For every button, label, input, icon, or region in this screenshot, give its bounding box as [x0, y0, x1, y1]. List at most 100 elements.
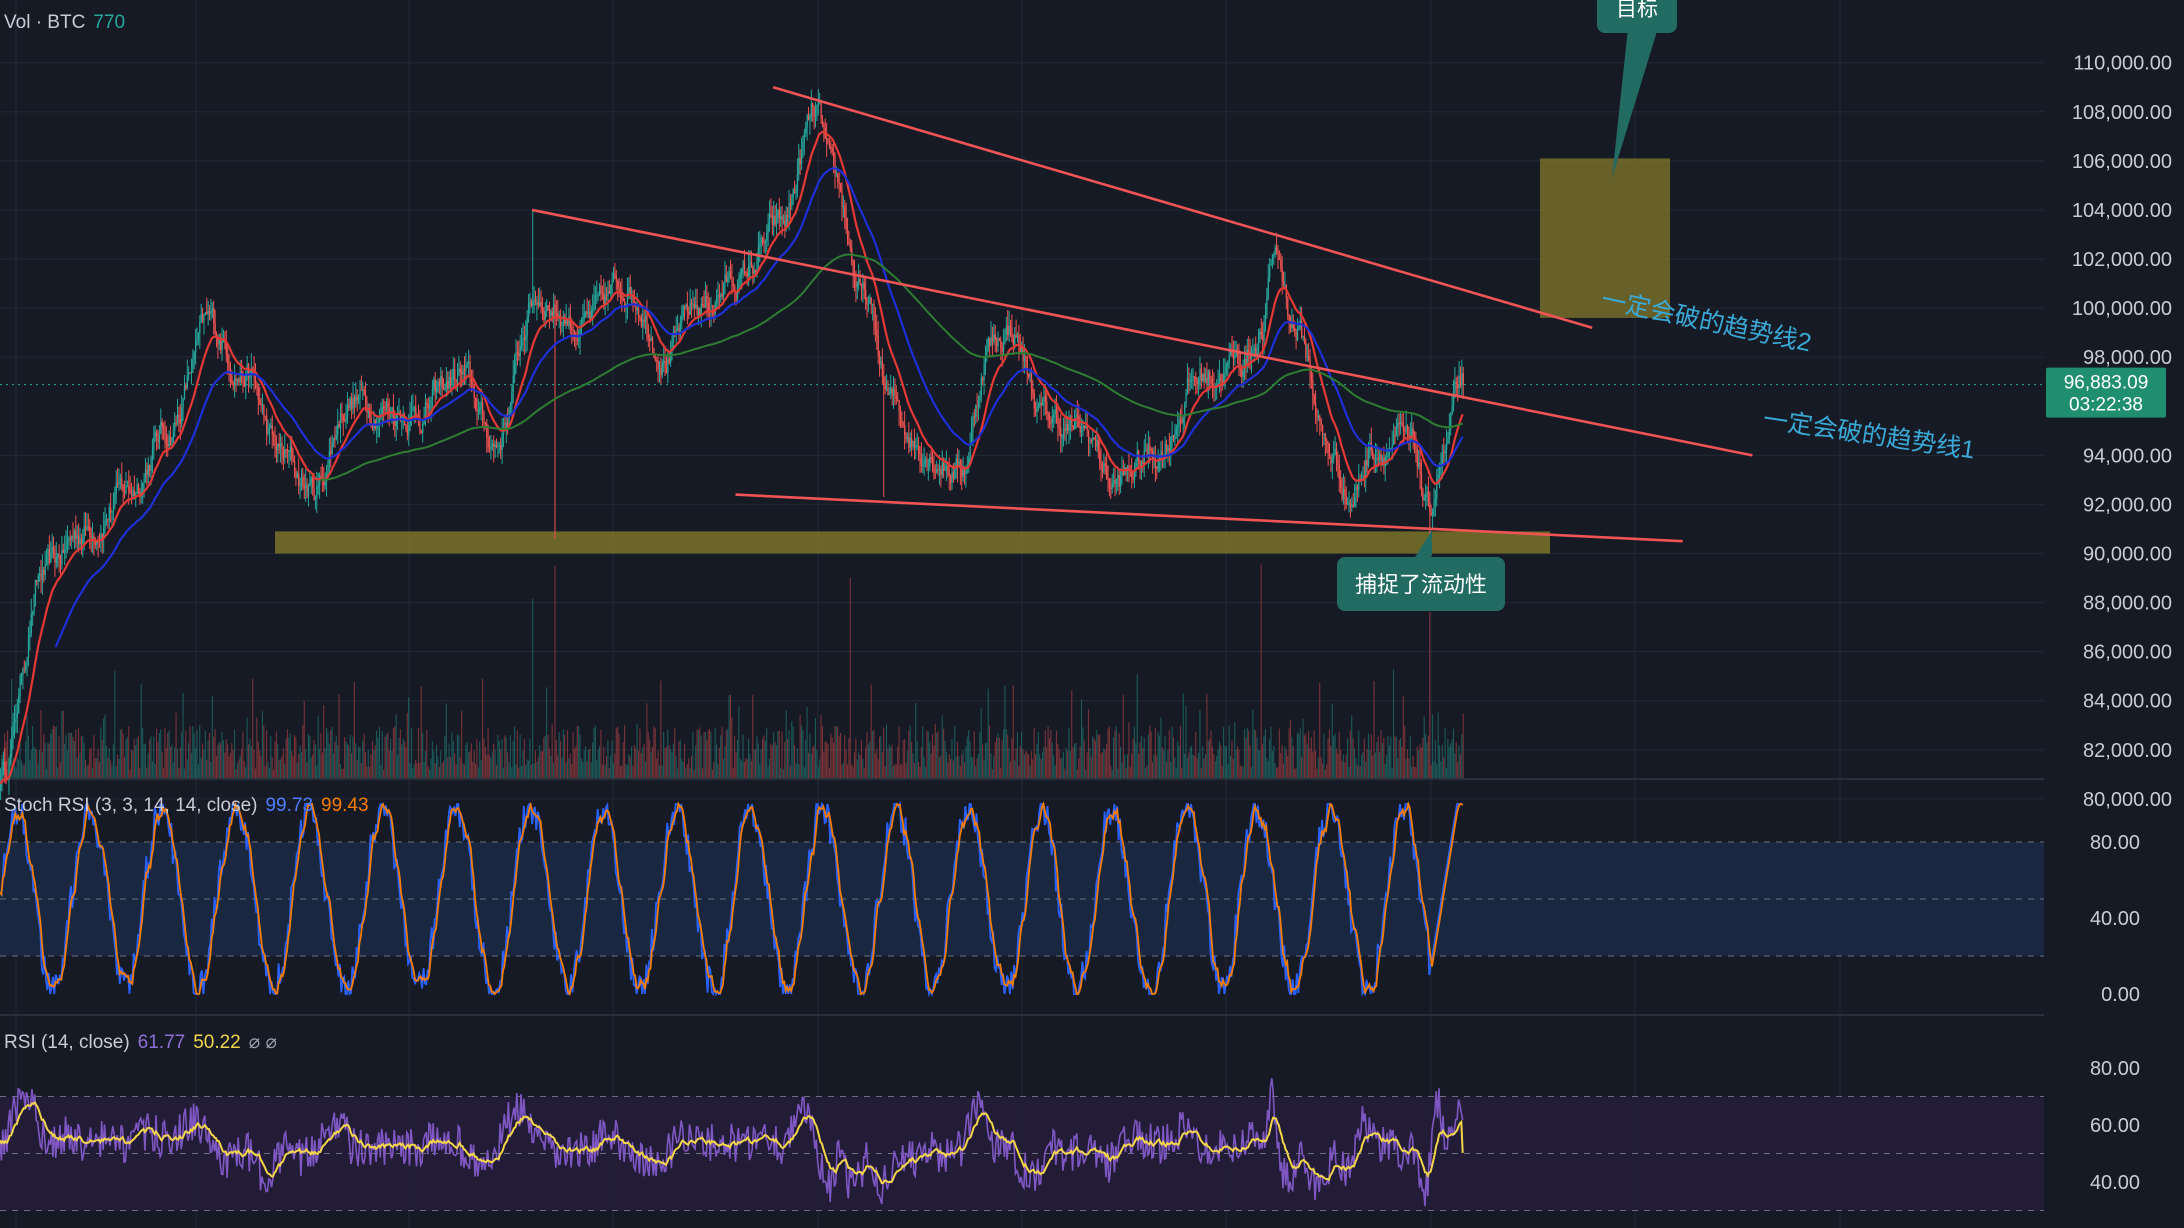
- volume-bar: [154, 763, 156, 778]
- volume-bar: [18, 759, 20, 778]
- stoch-rsi-pane[interactable]: [0, 800, 2044, 998]
- volume-bar: [700, 735, 702, 778]
- candlesticks[interactable]: [0, 88, 1464, 801]
- volume-bar: [844, 735, 846, 778]
- volume-bar: [153, 736, 155, 778]
- volume-bar: [867, 744, 869, 778]
- volume-bar: [1263, 735, 1265, 778]
- volume-bar: [1267, 760, 1269, 778]
- candle-body: [940, 468, 942, 475]
- candle-body: [814, 111, 817, 117]
- volume-bar: [1158, 735, 1161, 778]
- trendlines[interactable]: [531, 85, 1753, 543]
- volume-bar: [452, 740, 454, 778]
- candle-body: [188, 372, 190, 375]
- candle-body: [955, 458, 957, 469]
- candle-body: [1434, 499, 1437, 503]
- price-tick-label: 90,000.00: [2083, 544, 2172, 566]
- candle-body: [1156, 466, 1158, 469]
- candle-body: [72, 535, 74, 539]
- volume-bar: [19, 731, 21, 778]
- candle-body: [33, 594, 35, 613]
- volume-bar: [774, 741, 776, 778]
- volume-bar: [317, 715, 319, 778]
- candle-body: [39, 573, 41, 576]
- volume-bar: [619, 766, 621, 778]
- volume-legend-label: Vol · BTC: [4, 12, 86, 33]
- candle-body: [469, 361, 471, 377]
- candle-body: [611, 279, 613, 285]
- trendline-3: [735, 493, 1683, 543]
- volume-bar: [626, 765, 628, 778]
- volume-bar: [1132, 738, 1134, 778]
- candle-body: [1192, 376, 1194, 380]
- candle-body: [568, 315, 570, 326]
- candle-body: [8, 764, 10, 780]
- volume-bar: [1461, 734, 1463, 778]
- volume-bar: [16, 757, 18, 778]
- volume-bar: [860, 739, 862, 778]
- volume-bar: [181, 732, 183, 778]
- volume-bar: [1133, 726, 1136, 778]
- volume-bar: [520, 765, 523, 778]
- volume-bar: [1083, 740, 1085, 778]
- volume-bar: [298, 753, 300, 778]
- candle-body: [731, 277, 733, 283]
- candle-body: [359, 389, 361, 400]
- candle-body: [605, 295, 608, 297]
- candle-body: [484, 422, 487, 424]
- volume-bar: [601, 764, 603, 778]
- volume-bar: [110, 760, 112, 778]
- volume-bar: [635, 748, 637, 778]
- candle-body: [745, 272, 747, 274]
- price-tick-label: 84,000.00: [2083, 691, 2172, 713]
- candle-body: [872, 303, 874, 305]
- candle-body: [284, 448, 286, 458]
- volume-bar: [511, 767, 513, 778]
- candle-body: [371, 426, 374, 429]
- volume-bar: [1057, 744, 1059, 778]
- candle-body: [27, 637, 30, 658]
- price-axis[interactable]: 110,000.00108,000.00106,000.00104,000.00…: [2044, 0, 2184, 1228]
- volume-bar: [356, 760, 358, 778]
- candle-body: [168, 436, 170, 447]
- rsi-legend[interactable]: RSI (14, close) 61.77 50.22 ⌀ ⌀: [4, 1031, 285, 1054]
- volume-bar: [25, 741, 27, 778]
- ma-mid-line: [54, 167, 1464, 648]
- volume-bar: [1179, 726, 1181, 778]
- volume-bar: [78, 728, 80, 778]
- candle-body: [231, 375, 233, 383]
- candle-body: [522, 338, 524, 341]
- candle-body: [480, 402, 482, 408]
- volume-bar: [541, 751, 543, 778]
- volume-bar: [1402, 696, 1404, 778]
- candle-body: [764, 240, 767, 244]
- candle-body: [25, 662, 27, 670]
- volume-bar: [384, 736, 386, 778]
- volume-bar: [966, 736, 968, 778]
- candle-body: [663, 360, 665, 363]
- volume-bar: [647, 732, 649, 778]
- volume-bar: [1294, 768, 1296, 778]
- volume-bar: [1121, 763, 1123, 778]
- candle-body: [1135, 459, 1137, 473]
- candle-body: [462, 369, 464, 375]
- rsi-pane[interactable]: [0, 1078, 2044, 1211]
- volume-bar: [855, 738, 857, 778]
- target-callout-box: [1597, 0, 1677, 33]
- candle-body: [714, 302, 716, 314]
- volume-bar: [908, 730, 910, 778]
- candle-body: [130, 493, 133, 497]
- volume-bar: [249, 738, 251, 778]
- candle-body: [271, 425, 273, 435]
- volume-bar: [1161, 747, 1163, 778]
- candle-body: [782, 220, 785, 222]
- volume-bar: [835, 726, 837, 778]
- volume-bar: [1422, 737, 1424, 778]
- candle-body: [578, 339, 580, 341]
- volume-bar: [228, 756, 230, 778]
- stoch-rsi-legend[interactable]: Stoch RSI (3, 3, 14, 14, close) 99.73 99.4…: [4, 795, 377, 817]
- volume-bar: [608, 768, 610, 778]
- volume-bar: [394, 726, 396, 778]
